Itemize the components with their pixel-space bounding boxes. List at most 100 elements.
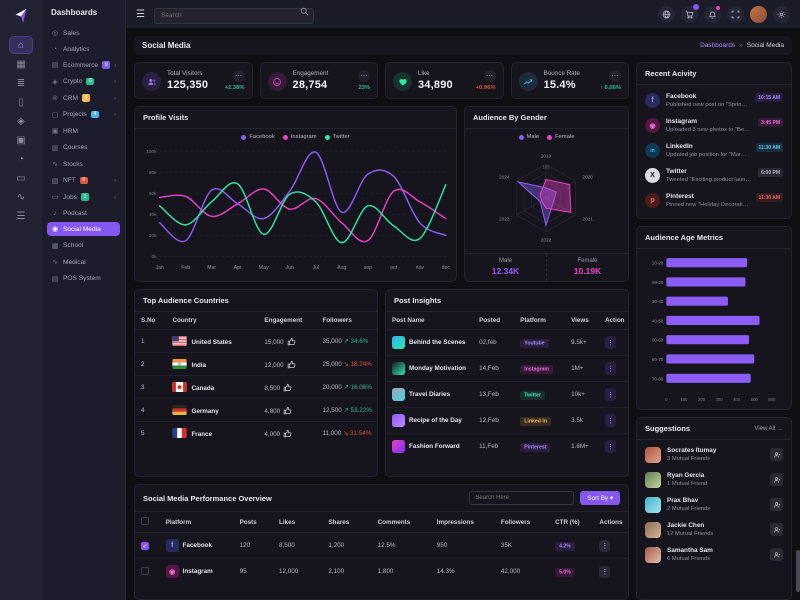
sidebar-item-hrm[interactable]: ▣ HRM: [47, 124, 120, 138]
table-row[interactable]: Fashion Forward 11,Feb Pinterest 1.6M+ ⋮: [386, 434, 628, 460]
search-icon[interactable]: [300, 7, 309, 16]
user-avatar[interactable]: [750, 5, 767, 23]
legend-item-female[interactable]: Female: [547, 134, 574, 140]
sidebar-item-sales[interactable]: ◎ Sales: [47, 26, 120, 40]
activity-item-instagram[interactable]: ◉ Instagram Uploaded 3 new photos to "Be…: [645, 113, 783, 138]
add-friend-button[interactable]: [770, 473, 783, 487]
globe-icon[interactable]: [658, 5, 675, 23]
svg-text:dec: dec: [442, 265, 451, 271]
flag-icon-ca: [172, 382, 188, 392]
suggestions-title: Suggestions: [645, 424, 691, 434]
country-engagement: 4,000: [258, 422, 316, 445]
sidebar-item-ecommerce[interactable]: ▤ Ecommerce 9 ›: [47, 58, 120, 72]
svg-text:100: 100: [680, 397, 688, 402]
table-row[interactable]: Behind the Scenes 02,feb Youtube 9.5k+ ⋮: [386, 329, 628, 356]
sidebar-item-nft[interactable]: ▧ NFT 6 ›: [47, 174, 120, 188]
briefcase-icon[interactable]: ▣: [16, 134, 26, 146]
post-views: 9.5k+: [565, 329, 599, 356]
add-friend-button[interactable]: [770, 523, 783, 537]
page-icon[interactable]: ▯: [18, 96, 24, 108]
add-friend-button[interactable]: [770, 548, 783, 562]
more-options-icon[interactable]: ⋮: [599, 565, 611, 578]
fullscreen-icon[interactable]: [727, 5, 744, 23]
gear-icon[interactable]: [773, 5, 790, 23]
more-options-icon[interactable]: ⋯: [232, 70, 245, 82]
sidebar-item-courses[interactable]: ▥ Courses: [47, 141, 120, 155]
legend-item-twitter[interactable]: Twitter: [324, 134, 350, 140]
sidebar-item-projects[interactable]: ▢ Projects 4 ›: [47, 108, 120, 122]
bounce-icon: [518, 72, 538, 91]
breadcrumb-parent[interactable]: Dashboards: [700, 42, 736, 49]
flag-icon-in: [172, 359, 188, 369]
scrollbar[interactable]: [796, 550, 800, 592]
sidebar-item-jobs[interactable]: ▭ Jobs 1 ›: [47, 190, 120, 204]
country-name: Canada: [166, 375, 259, 399]
performance-search-input[interactable]: [469, 491, 575, 505]
legend-item-instagram[interactable]: Instagram: [282, 134, 317, 140]
wallet-icon[interactable]: ▭: [16, 172, 26, 184]
sidebar-item-label: Projects: [63, 111, 87, 118]
more-options-icon[interactable]: ⋮: [599, 539, 611, 552]
more-options-icon[interactable]: ⋮: [604, 388, 616, 401]
post-name: Recipe of the Day: [386, 407, 474, 434]
row-checkbox[interactable]: [141, 566, 149, 575]
table-row[interactable]: 3 Canada 8,500 20,000 ↗ 16.06%: [135, 375, 377, 399]
sort-by-button[interactable]: Sort By ▾: [580, 491, 620, 505]
activity-item-linkedin[interactable]: in LinkedIn Updated job position for "Ma…: [645, 138, 783, 163]
hamburger-menu-icon[interactable]: ☰: [136, 8, 145, 20]
more-options-icon[interactable]: ⋯: [358, 70, 370, 82]
layers-icon[interactable]: ≣: [16, 77, 26, 89]
sidebar-item-crm[interactable]: ⊚ CRM 5 ›: [47, 91, 120, 105]
brand-logo[interactable]: [12, 7, 30, 25]
list-icon[interactable]: ☰: [16, 210, 26, 222]
stat-delta: ↑ 6.06%: [600, 85, 621, 91]
more-options-icon[interactable]: ⋮: [604, 336, 616, 349]
chart-icon[interactable]: ∿: [16, 191, 26, 203]
compass-icon[interactable]: ◔: [17, 153, 25, 165]
table-row[interactable]: ✓ f Facebook 120 8,500 1,200 12.5% 950 35…: [135, 532, 628, 559]
table-row[interactable]: 2 India 12,000 25,000 ↘ 18.74%: [135, 352, 377, 376]
table-row[interactable]: ◉ Instagram 95 12,000 2,100 1,800 14.3% 4…: [135, 559, 628, 585]
table-row[interactable]: 1 United States 15,000 35,000 ↗ 34.6%: [135, 329, 377, 353]
activity-item-pinterest[interactable]: p Pinterest Pinned new "Holiday Decorati…: [645, 188, 783, 213]
more-options-icon[interactable]: ⋮: [604, 440, 616, 453]
row-checkbox[interactable]: ✓: [141, 541, 149, 550]
country-sno: 1: [135, 329, 167, 353]
table-row[interactable]: Travel Diaries 13,Feb Twitter 10k+ ⋮: [386, 381, 628, 408]
more-options-icon[interactable]: ⋯: [609, 70, 621, 82]
sidebar-item-stocks[interactable]: ∿ Stocks: [47, 157, 120, 171]
stat-delta: +0.96%: [475, 85, 496, 91]
add-friend-button[interactable]: [770, 448, 783, 462]
sidebar-item-podcast[interactable]: ♪ Podcast: [47, 207, 120, 220]
table-row[interactable]: 4 Germany 4,800 12,500 ↗ 53.22%: [135, 398, 377, 422]
bell-icon[interactable]: [704, 5, 721, 23]
activity-item-twitter[interactable]: X Twitter Tweeted "Exciting product laun…: [645, 163, 783, 188]
more-options-icon[interactable]: ⋮: [604, 362, 616, 375]
sidebar-item-social-media[interactable]: ◉ Social Media: [47, 222, 120, 236]
home-icon[interactable]: ⌂: [10, 37, 32, 53]
activity-item-facebook[interactable]: f Facebook Published new post on "Spring…: [645, 88, 783, 113]
post-insights-card: Post Insights Post Name Posted Platform Vie…: [385, 289, 629, 477]
view-all-link[interactable]: View All →: [754, 425, 783, 432]
table-row[interactable]: Recipe of the Day 12,Feb Linked In 3.5k …: [386, 407, 628, 434]
legend-item-male[interactable]: Male: [518, 134, 539, 140]
table-row[interactable]: 5 France 4,000 11,000 ↘ 31.54%: [135, 422, 377, 445]
sidebar-item-pos-system[interactable]: ▤ POS System: [47, 272, 120, 286]
table-row[interactable]: Monday Motivation 14,Feb Instagram 1M+ ⋮: [386, 355, 628, 382]
cart-icon[interactable]: [681, 3, 699, 23]
sidebar-item-school[interactable]: ▦ School: [47, 239, 120, 253]
legend-item-facebook[interactable]: Facebook: [241, 134, 275, 140]
select-all-checkbox[interactable]: [141, 517, 149, 525]
apps-icon[interactable]: ▦: [16, 58, 26, 70]
search-input[interactable]: [153, 7, 314, 24]
sidebar-item-analytics[interactable]: ◔ Analytics: [47, 43, 120, 56]
more-options-icon[interactable]: ⋯: [483, 70, 496, 82]
profile-visits-card: Profile Visits Facebook Instagram Twitter …: [134, 106, 457, 282]
sidebar-item-medical[interactable]: ∿ Medical: [47, 255, 120, 269]
column-header: Actions: [593, 512, 628, 533]
add-friend-button[interactable]: [770, 498, 783, 512]
diamond-icon[interactable]: ◈: [17, 115, 25, 127]
impressions-cell: 950: [430, 532, 495, 559]
sidebar-item-crypto[interactable]: ◈ Crypto 6 ›: [47, 75, 120, 89]
more-options-icon[interactable]: ⋮: [604, 414, 616, 427]
